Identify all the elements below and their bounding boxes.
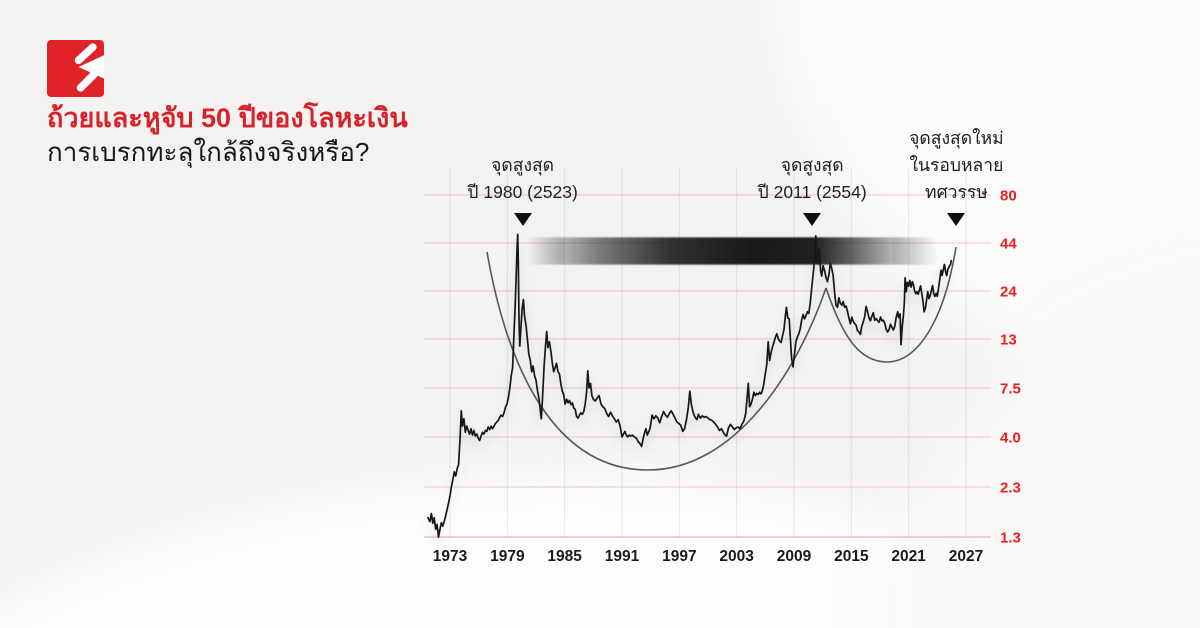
x-tick-label: 2027 xyxy=(949,548,983,565)
page-subtitle: การเบรกทะลุใกล้ถึงจริงหรือ? xyxy=(47,137,370,167)
brand-logo xyxy=(47,40,104,97)
x-tick-label: 1979 xyxy=(490,548,525,565)
x-tick-label: 1997 xyxy=(662,548,696,565)
y-tick-label: 13 xyxy=(1000,332,1017,349)
logo-notch xyxy=(78,55,104,79)
x-tick-label: 2009 xyxy=(777,548,812,565)
x-tick-label: 1991 xyxy=(605,548,640,565)
x-tick-label: 2021 xyxy=(891,548,926,565)
y-tick-label: 80 xyxy=(1000,188,1017,205)
y-tick-label: 44 xyxy=(1000,236,1017,253)
x-tick-label: 1973 xyxy=(433,548,468,565)
y-tick-label: 7.5 xyxy=(1000,381,1021,398)
y-tick-label: 1.3 xyxy=(1000,530,1021,547)
cup-curve-handle xyxy=(825,246,957,363)
page-title: ถ้วยและหูจับ 50 ปีของโลหะเงิน xyxy=(47,103,408,133)
y-tick-label: 24 xyxy=(1000,284,1017,301)
price-line xyxy=(427,233,953,538)
header: ถ้วยและหูจับ 50 ปีของโลหะเงิน การเบรกทะล… xyxy=(47,101,408,169)
resistance-band xyxy=(526,237,938,265)
brand-logo-icon xyxy=(47,40,104,97)
logo-stroke-bottom xyxy=(76,70,98,92)
logo-stroke-top xyxy=(74,43,97,65)
x-tick-label: 2003 xyxy=(719,548,754,565)
y-tick-label: 2.3 xyxy=(1000,480,1021,497)
x-tick-label: 2015 xyxy=(834,548,869,565)
y-tick-label: 4.0 xyxy=(1000,430,1021,447)
x-tick-label: 1985 xyxy=(547,548,582,565)
cup-curve-cup xyxy=(486,251,827,471)
